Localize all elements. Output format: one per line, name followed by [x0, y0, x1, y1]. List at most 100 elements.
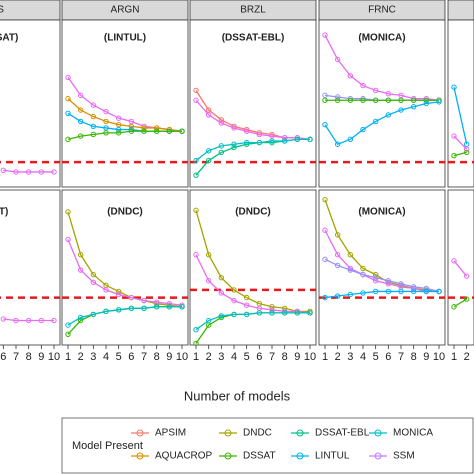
- legend-key-point: [136, 429, 144, 437]
- series-line: [453, 260, 468, 277]
- point: [65, 136, 71, 143]
- x-tick-label: 2: [464, 351, 470, 363]
- point: [193, 172, 199, 178]
- point: [218, 313, 225, 319]
- point: [90, 113, 97, 120]
- point: [205, 157, 212, 164]
- series-line: [67, 130, 182, 140]
- panel-content: [448, 258, 474, 310]
- point: [205, 278, 212, 284]
- point: [243, 128, 250, 134]
- point: [218, 274, 225, 281]
- point: [128, 128, 135, 134]
- point: [0, 316, 7, 322]
- point: [141, 128, 147, 134]
- point: [334, 141, 341, 147]
- panel-content: (MONICA): [319, 32, 445, 164]
- point: [281, 310, 288, 316]
- point: [13, 169, 19, 175]
- point: [385, 91, 392, 97]
- point: [193, 327, 199, 333]
- point: [385, 278, 392, 284]
- point: [423, 285, 430, 292]
- point: [193, 207, 199, 214]
- x-tick-label: 9: [38, 351, 44, 363]
- point: [141, 297, 147, 304]
- x-tick-label: 5: [244, 351, 250, 363]
- point: [205, 112, 212, 118]
- legend-label: DSSAT: [243, 451, 276, 462]
- point: [410, 288, 417, 295]
- point: [25, 317, 32, 324]
- point: [13, 317, 19, 324]
- point: [372, 288, 379, 295]
- point: [256, 139, 263, 146]
- point: [334, 262, 341, 269]
- series-line: [324, 258, 440, 293]
- point: [65, 322, 71, 328]
- series-line: [324, 290, 439, 299]
- point: [436, 288, 442, 295]
- point: [65, 209, 71, 215]
- point: [90, 102, 97, 108]
- x-tick-label: 3: [218, 351, 224, 363]
- point: [77, 133, 84, 139]
- point: [103, 118, 109, 125]
- series-line: [195, 138, 310, 162]
- point: [205, 317, 212, 324]
- panel-content: : DSSAT): [0, 33, 60, 175]
- strip-label: FRNC: [368, 5, 396, 16]
- point: [51, 169, 57, 175]
- x-tick-label: 2: [206, 351, 212, 363]
- point: [360, 271, 366, 278]
- x-tick-label: 10: [176, 351, 188, 363]
- series-line: [453, 87, 468, 145]
- point: [385, 281, 392, 287]
- point: [231, 287, 237, 293]
- panel-content: (DNDC): [190, 207, 316, 345]
- point: [153, 128, 160, 134]
- point: [385, 97, 392, 103]
- point: [193, 252, 199, 258]
- point: [51, 317, 57, 324]
- panel-content: (LINTUL): [62, 33, 188, 164]
- point: [281, 138, 288, 144]
- point: [90, 271, 97, 278]
- point: [385, 288, 392, 295]
- x-tick-label: 10: [433, 351, 445, 363]
- point: [398, 97, 404, 103]
- panel: [0, 19, 61, 188]
- point: [77, 107, 84, 113]
- point: [322, 121, 328, 128]
- x-tick-label: 8: [282, 351, 288, 363]
- point: [153, 125, 160, 131]
- point: [77, 92, 84, 99]
- point: [65, 331, 71, 337]
- x-tick-label: 1: [451, 351, 457, 363]
- point: [231, 311, 237, 318]
- point: [347, 291, 354, 298]
- point: [25, 169, 32, 175]
- point: [269, 304, 275, 310]
- point: [360, 290, 366, 296]
- point: [193, 97, 199, 103]
- series-line: [453, 135, 468, 150]
- point: [423, 100, 430, 107]
- x-tick-label: 8: [154, 351, 160, 363]
- point: [218, 120, 225, 126]
- point: [322, 196, 328, 203]
- point: [451, 258, 457, 264]
- x-tick-label: 1: [193, 351, 199, 363]
- point: [269, 310, 275, 316]
- point: [360, 82, 366, 89]
- legend-label: DNDC: [243, 428, 272, 439]
- legend-key-point: [296, 452, 304, 460]
- panel: [447, 189, 474, 346]
- x-tick-label: 8: [26, 351, 32, 363]
- legend-key-point: [374, 452, 382, 460]
- point: [334, 97, 341, 103]
- point: [65, 236, 71, 243]
- x-tick-label: 8: [411, 351, 417, 363]
- x-axis-title: Number of models: [184, 388, 291, 403]
